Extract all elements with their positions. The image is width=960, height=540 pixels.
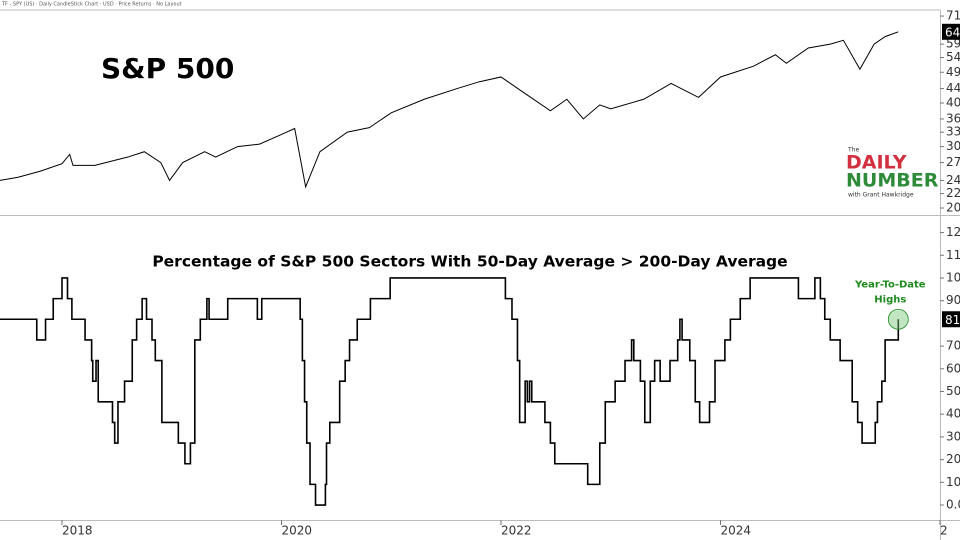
y-tick-label: 71 bbox=[946, 9, 960, 23]
y-tick-label: 40 bbox=[946, 96, 960, 110]
y-tick-label: 70 bbox=[946, 339, 960, 353]
annotation: Highs bbox=[874, 294, 906, 305]
data-line bbox=[0, 277, 900, 506]
y-tick-label: 50 bbox=[946, 384, 960, 398]
chart-title: Percentage of S&P 500 Sectors With 50-Da… bbox=[152, 253, 787, 271]
y-tick-label: 20 bbox=[946, 452, 960, 466]
y-tick-label: 33 bbox=[946, 125, 960, 139]
logo: The DAILY NUMBER with Grant Hawkridge bbox=[846, 147, 939, 199]
y-tick-label: 30 bbox=[946, 429, 960, 443]
y-tick-label: 54 bbox=[946, 50, 960, 64]
header-note: TF - SPY (US) · Daily CandleStick Chart … bbox=[1, 2, 182, 8]
y-tick-label: 0.0 bbox=[946, 498, 960, 512]
x-tick-label: 2018 bbox=[62, 524, 93, 538]
last-value-label: 64 bbox=[945, 25, 960, 39]
data-line bbox=[0, 31, 899, 189]
y-tick-label: 49 bbox=[946, 65, 960, 79]
y-tick-label: 59 bbox=[946, 37, 960, 51]
last-value-box bbox=[942, 311, 960, 328]
y-tick-label: 10 bbox=[946, 270, 960, 284]
y-tick-label: 30 bbox=[946, 139, 960, 153]
y-tick-label: 60 bbox=[946, 361, 960, 375]
logo-text: NUMBER bbox=[846, 170, 939, 192]
x-tick-label: 2022 bbox=[501, 524, 532, 538]
y-tick-label: 10.0 bbox=[946, 475, 960, 489]
y-tick-label: 90 bbox=[946, 293, 960, 307]
x-tick-label: 2020 bbox=[282, 524, 313, 538]
logo-text: The bbox=[847, 147, 859, 154]
logo-text: with Grant Hawkridge bbox=[848, 192, 914, 199]
y-tick-label: 36 bbox=[946, 111, 960, 125]
last-value-label: 81 bbox=[945, 313, 960, 327]
logo-text: DAILY bbox=[846, 152, 907, 174]
y-tick-label: 20 bbox=[946, 201, 960, 215]
y-tick-label: 40 bbox=[946, 407, 960, 421]
annotation: Year-To-Date bbox=[854, 279, 926, 290]
chart-title: S&P 500 bbox=[101, 52, 234, 85]
y-tick-label: 11 bbox=[946, 248, 960, 262]
last-value-box bbox=[942, 23, 960, 40]
annotation-marker bbox=[887, 308, 909, 330]
y-tick-label: 24 bbox=[946, 173, 960, 187]
y-tick-label: 27 bbox=[946, 155, 960, 169]
y-tick-label: 12 bbox=[946, 225, 960, 239]
x-tick-label: 2 bbox=[940, 524, 948, 538]
y-tick-label: 22 bbox=[946, 186, 960, 200]
y-tick-label: 44 bbox=[946, 81, 960, 95]
x-tick-label: 2024 bbox=[721, 524, 752, 538]
